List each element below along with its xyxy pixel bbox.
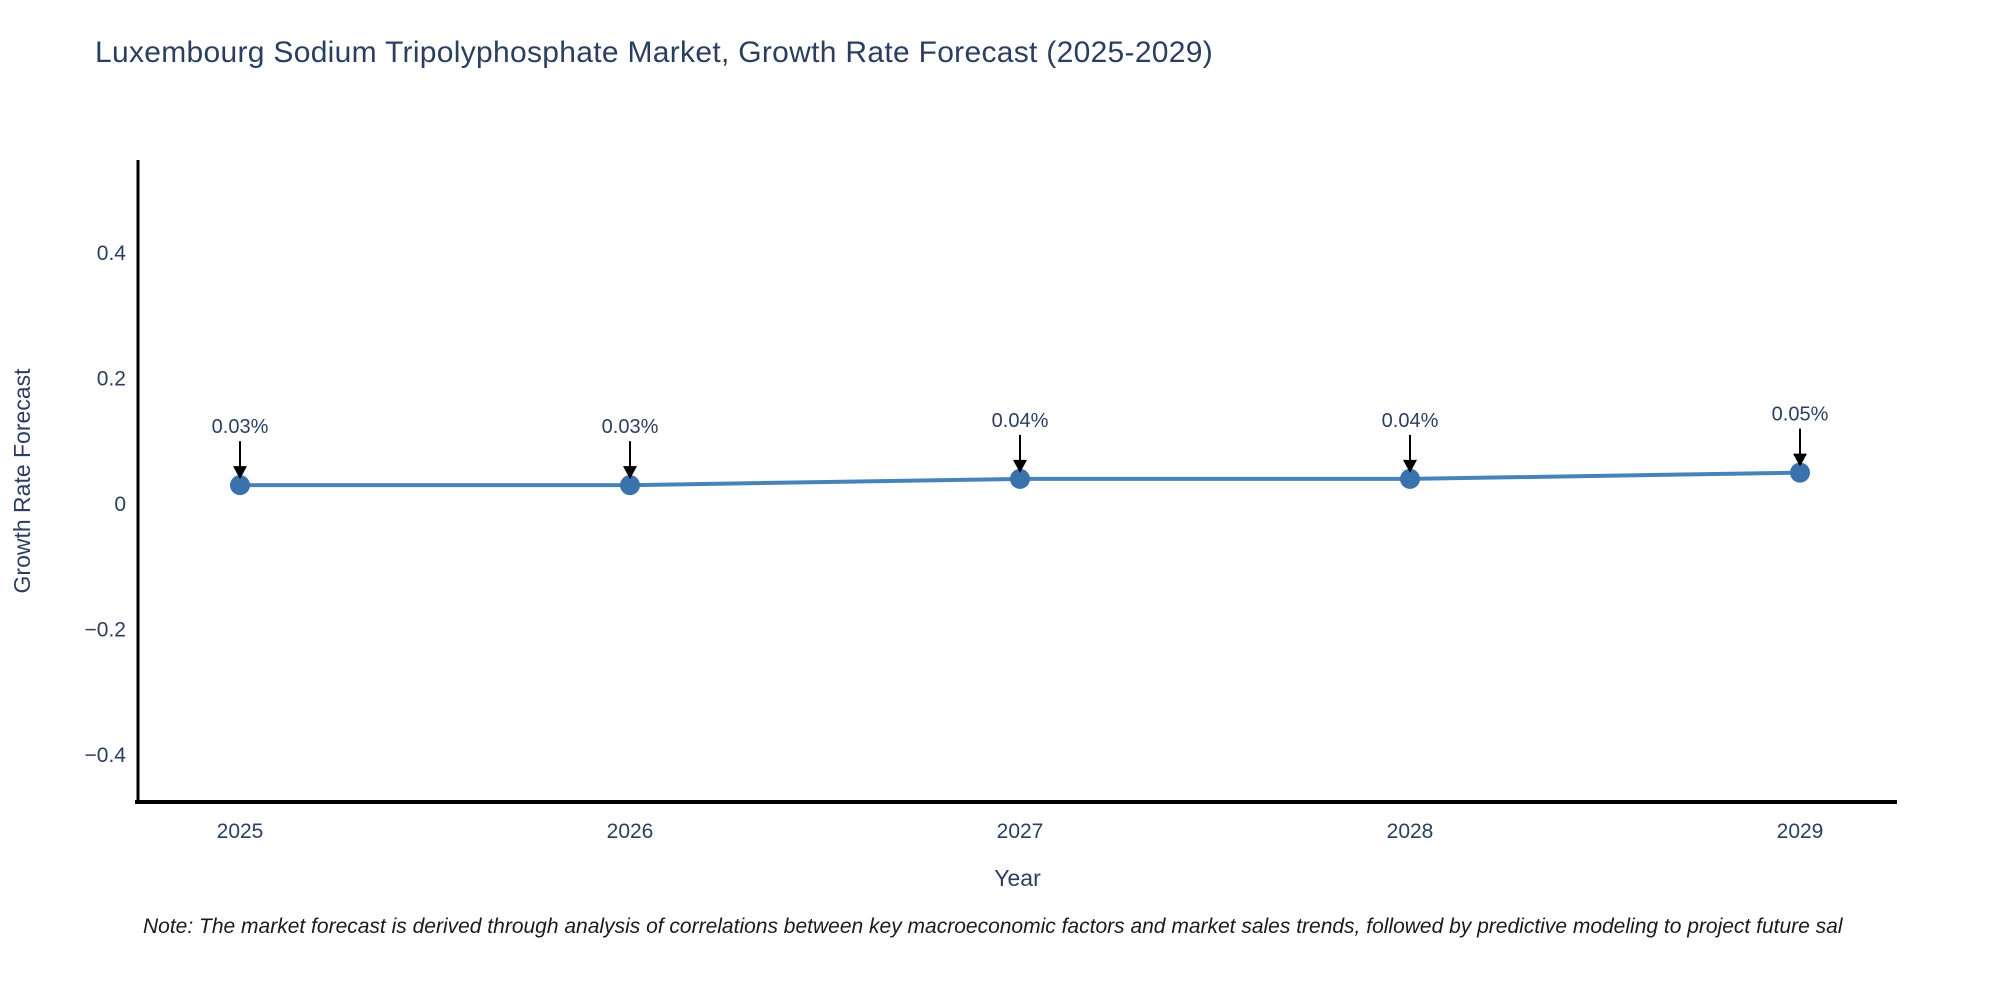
x-tick-label: 2028	[1387, 820, 1434, 843]
data-point-marker	[230, 475, 250, 496]
point-label: 0.04%	[1382, 410, 1439, 432]
x-axis-title: Year	[994, 865, 1041, 891]
chart-footnote: Note: The market forecast is derived thr…	[143, 915, 1843, 938]
y-axis-title: Growth Rate Forecast	[9, 368, 35, 594]
annotation-arrowhead	[623, 466, 637, 480]
point-label: 0.04%	[992, 410, 1049, 432]
annotation-arrowhead	[1793, 453, 1807, 467]
data-point-marker	[1790, 462, 1810, 483]
y-tick-label: 0	[114, 493, 126, 516]
point-label: 0.03%	[602, 416, 659, 438]
chart-title: Luxembourg Sodium Tripolyphosphate Marke…	[95, 36, 1214, 69]
annotation-arrowhead	[233, 466, 247, 480]
y-tick-label: −0.2	[85, 619, 126, 642]
x-tick-label: 2029	[1777, 820, 1824, 843]
data-point-marker	[1400, 468, 1420, 489]
x-tick-label: 2026	[607, 820, 654, 843]
annotation-arrowhead	[1013, 459, 1027, 473]
annotation-arrowhead	[1403, 459, 1417, 473]
x-tick-label: 2025	[217, 820, 264, 843]
point-label: 0.03%	[212, 416, 269, 438]
data-point-marker	[1010, 468, 1030, 489]
point-label: 0.05%	[1772, 404, 1829, 426]
y-tick-label: −0.4	[85, 744, 127, 767]
y-tick-label: 0.2	[97, 368, 126, 391]
x-tick-label: 2027	[997, 820, 1044, 843]
data-point-marker	[620, 475, 640, 496]
y-tick-label: 0.4	[97, 242, 127, 265]
